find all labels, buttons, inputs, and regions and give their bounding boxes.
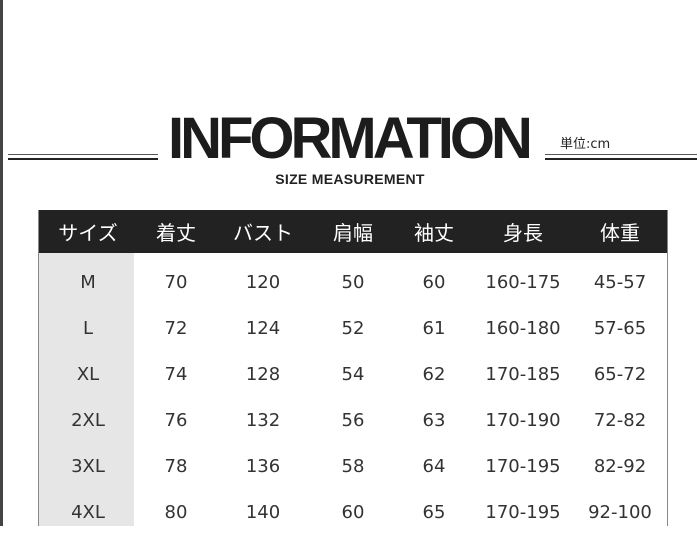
page-subtitle: SIZE MEASUREMENT [275, 171, 425, 187]
column-header: 着丈 [156, 221, 196, 245]
table-cell: 45-57 [593, 271, 647, 293]
table-cell: 65 [422, 501, 446, 523]
unit-label: 単位:cm [560, 137, 611, 152]
table-cell: 57-65 [593, 317, 647, 339]
table-cell: 60 [422, 271, 446, 293]
table-cell: 64 [422, 455, 446, 477]
column-header: サイズ [58, 221, 118, 245]
table-cell: 170-195 [485, 455, 561, 477]
size-table: サイズ 着丈 バスト 肩幅 袖丈 身長 体重 M 70 120 50 60 160-175 45-57 L… [38, 210, 668, 526]
size-cell: 4XL [71, 501, 105, 523]
size-cell: XL [76, 363, 100, 385]
table-cell: 170-190 [485, 409, 561, 431]
table-cell: 136 [245, 455, 281, 477]
table-cell: 72 [164, 317, 188, 339]
table-row: 3XL 78 136 58 64 170-195 82-92 [39, 443, 667, 489]
size-cell: 3XL [71, 455, 105, 477]
table-cell: 124 [245, 317, 281, 339]
column-header: 体重 [600, 221, 640, 245]
size-cell: M [80, 271, 96, 293]
size-cell: L [82, 317, 94, 339]
table-cell: 60 [341, 501, 365, 523]
column-header: 肩幅 [333, 221, 373, 245]
table-cell: 92-100 [588, 501, 652, 523]
table-cell: 63 [422, 409, 446, 431]
table-cell: 140 [245, 501, 281, 523]
table-cell: 120 [245, 271, 281, 293]
table-cell: 82-92 [593, 455, 647, 477]
table-body: M 70 120 50 60 160-175 45-57 L 72 124 52 61 160-180 5… [39, 253, 667, 535]
table-row: 4XL 80 140 60 65 170-195 92-100 [39, 489, 667, 535]
divider-left [8, 158, 158, 160]
table-cell: 70 [164, 271, 188, 293]
table-cell: 74 [164, 363, 188, 385]
table-row: XL 74 128 54 62 170-185 65-72 [39, 351, 667, 397]
table-cell: 132 [245, 409, 281, 431]
table-cell: 54 [341, 363, 365, 385]
column-header: バスト [233, 221, 293, 245]
table-cell: 58 [341, 455, 365, 477]
divider-left-thin [8, 154, 158, 155]
table-row: M 70 120 50 60 160-175 45-57 [39, 259, 667, 305]
table-cell: 160-180 [485, 317, 561, 339]
size-cell: 2XL [71, 409, 105, 431]
table-cell: 61 [422, 317, 446, 339]
table-cell: 170-185 [485, 363, 561, 385]
table-cell: 72-82 [593, 409, 647, 431]
table-cell: 128 [245, 363, 281, 385]
table-cell: 56 [341, 409, 365, 431]
table-cell: 52 [341, 317, 365, 339]
table-cell: 80 [164, 501, 188, 523]
table-cell: 76 [164, 409, 188, 431]
page-title: INFORMATION [168, 106, 533, 171]
table-row: L 72 124 52 61 160-180 57-65 [39, 305, 667, 351]
left-border [0, 0, 3, 526]
table-header: サイズ 着丈 バスト 肩幅 袖丈 身長 体重 [39, 210, 667, 253]
table-row: 2XL 76 132 56 63 170-190 72-82 [39, 397, 667, 443]
table-cell: 62 [422, 363, 446, 385]
column-header: 身長 [503, 221, 543, 245]
table-cell: 78 [164, 455, 188, 477]
divider-right-thin [545, 154, 697, 155]
table-cell: 65-72 [593, 363, 647, 385]
divider-right [545, 158, 697, 160]
table-cell: 160-175 [485, 271, 561, 293]
table-cell: 170-195 [485, 501, 561, 523]
size-column-background [39, 253, 134, 526]
column-header: 袖丈 [414, 221, 454, 245]
table-cell: 50 [341, 271, 365, 293]
